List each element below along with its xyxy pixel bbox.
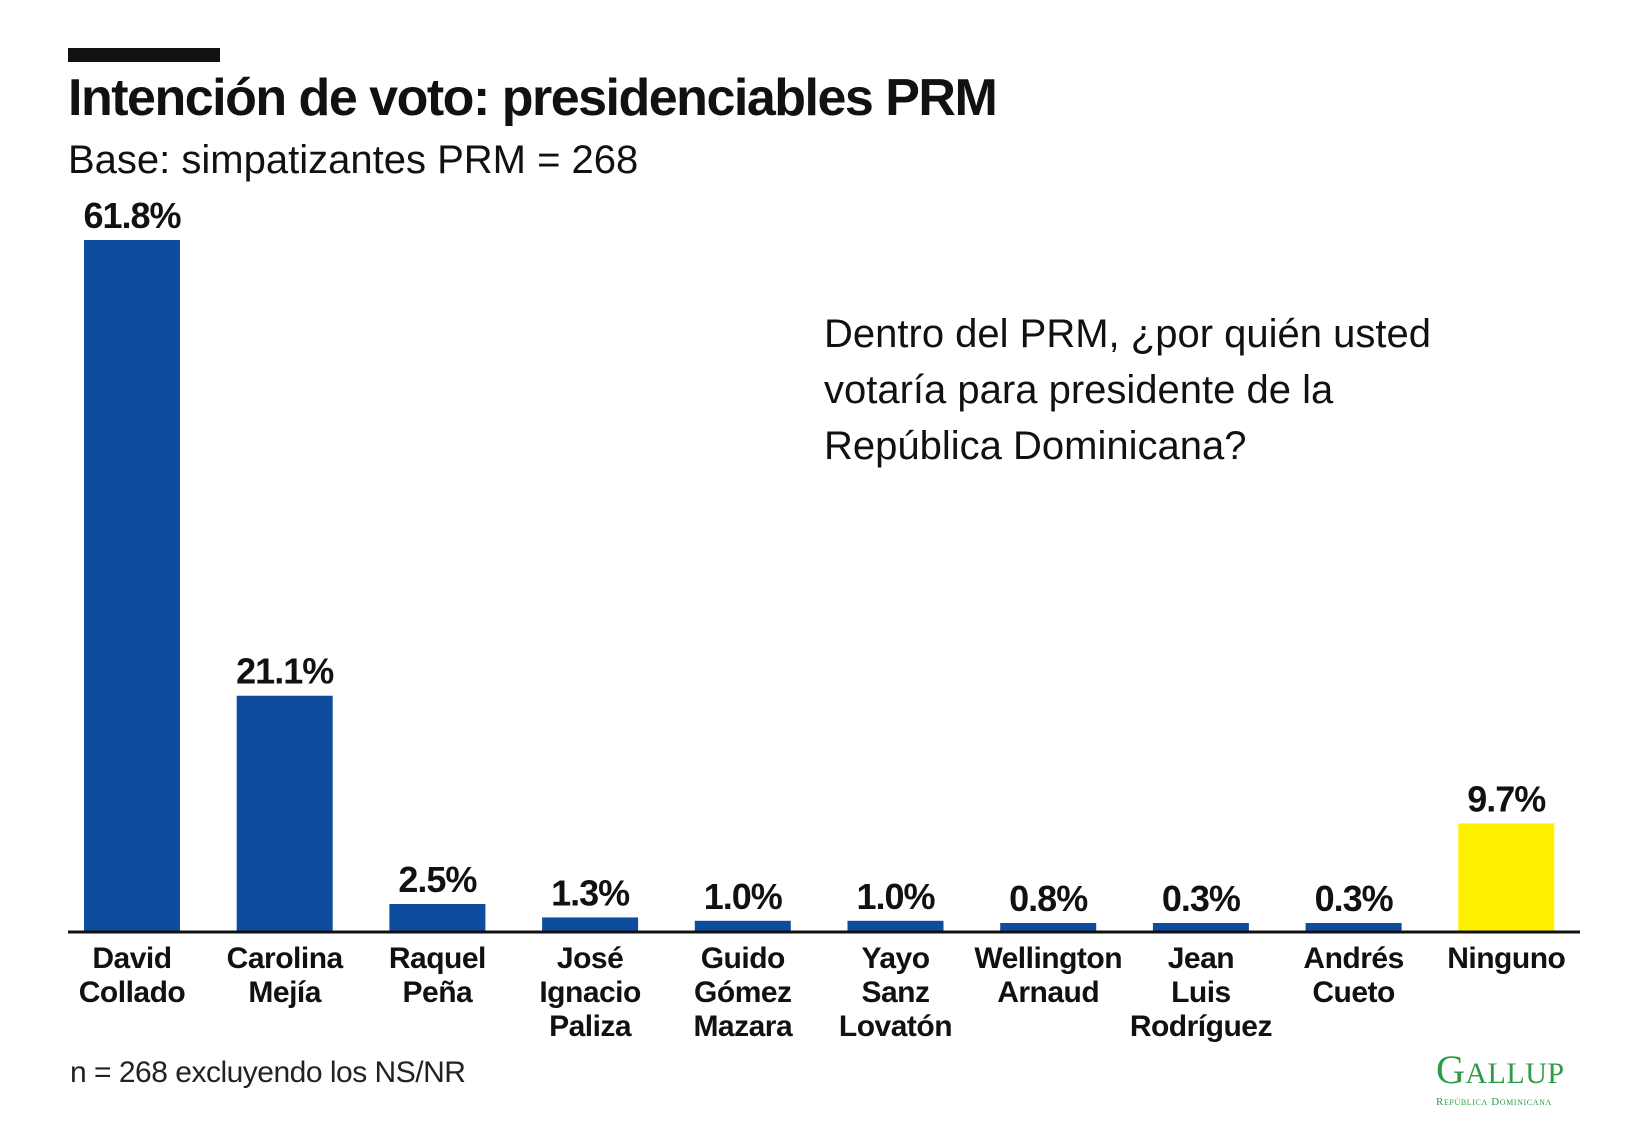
bar [1305, 923, 1402, 932]
data-label: 9.7% [1467, 778, 1546, 819]
chart-title: Intención de voto: presidenciables PRM [68, 69, 998, 127]
category-label: José [557, 942, 623, 975]
category-label: Gómez [694, 976, 792, 1009]
category-label: Lovatón [839, 1010, 952, 1043]
category-label: Arnaud [997, 976, 1099, 1009]
bar [694, 920, 791, 932]
bar [1000, 923, 1097, 932]
category-label: Andrés [1303, 942, 1403, 975]
category-label: Rodríguez [1130, 1010, 1272, 1043]
footnote: n = 268 excluyendo los NS/NR [70, 1056, 466, 1089]
survey-question: Dentro del PRM, ¿por quién usted votaría… [824, 306, 1544, 474]
category-label: Mejía [248, 976, 321, 1009]
bar [236, 695, 333, 932]
category-label: Mazara [693, 1010, 793, 1043]
category-label: Ninguno [1447, 942, 1565, 975]
data-label: 0.3% [1315, 878, 1394, 919]
bar [1458, 823, 1555, 932]
category-label: Luis [1171, 976, 1231, 1009]
category-label: Wellington [974, 942, 1122, 975]
survey-question-line: votaría para presidente de la [824, 368, 1334, 412]
bar [1152, 923, 1249, 932]
category-label: David [92, 942, 171, 975]
bar [389, 904, 486, 932]
gallup-logo-word: GALLUP [1436, 1047, 1565, 1092]
data-label: 61.8% [83, 195, 181, 236]
category-label: Sanz [861, 976, 929, 1009]
category-label: Raquel [389, 942, 486, 975]
data-label: 21.1% [236, 651, 334, 692]
data-label: 1.0% [704, 876, 783, 917]
chart-subtitle: Base: simpatizantes PRM = 268 [68, 138, 639, 182]
survey-question-line: República Dominicana? [824, 424, 1247, 468]
category-label: Ignacio [539, 976, 641, 1009]
category-label: Cueto [1312, 976, 1395, 1009]
category-label: Guido [701, 942, 785, 975]
category-label: Jean [1168, 942, 1234, 975]
gallup-logo: GALLUP REPÚBLICA DOMINICANA [1436, 1047, 1576, 1109]
bar [847, 920, 944, 932]
category-label: Paliza [549, 1010, 632, 1043]
category-label: Peña [403, 976, 474, 1009]
data-label: 1.0% [856, 876, 935, 917]
gallup-logo-subtitle: REPÚBLICA DOMINICANA [1436, 1096, 1552, 1108]
category-label: Yayo [861, 942, 929, 975]
data-label: 1.3% [551, 872, 630, 913]
bar [542, 917, 639, 932]
data-label: 0.8% [1009, 878, 1088, 919]
category-label: Carolina [227, 942, 344, 975]
survey-question-line: Dentro del PRM, ¿por quién usted [824, 312, 1431, 356]
data-label: 0.3% [1162, 878, 1241, 919]
category-label: Collado [79, 976, 186, 1009]
data-label: 2.5% [398, 859, 477, 900]
bar [84, 240, 180, 932]
title-accent-bar [68, 48, 220, 62]
